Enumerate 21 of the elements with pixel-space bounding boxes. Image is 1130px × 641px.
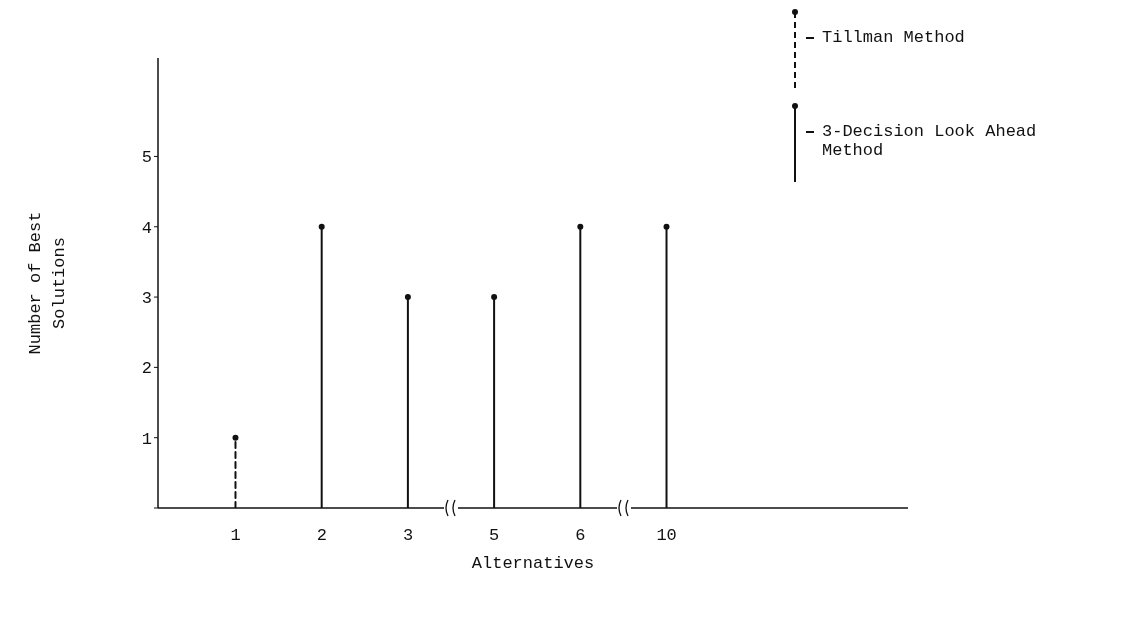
legend-label: 3-Decision Look Ahead Method <box>822 122 1038 160</box>
x-tick-label: 3 <box>402 526 414 546</box>
x-axis-title: Alternatives <box>471 554 595 573</box>
x-tick-label: 1 <box>230 526 241 546</box>
point <box>318 223 325 230</box>
point <box>577 223 584 230</box>
y-axis-title: Number of Best Solutions <box>25 210 70 357</box>
x-tick-label: 10 <box>656 526 677 546</box>
y-tick-label: 3 <box>141 289 152 309</box>
legend-label: Tillman Method <box>822 28 965 47</box>
y-tick-label: 2 <box>141 359 152 379</box>
point <box>491 294 498 301</box>
point <box>404 294 411 301</box>
x-tick-label: 2 <box>316 526 327 546</box>
point <box>232 434 239 441</box>
y-tick-label: 5 <box>141 148 152 168</box>
y-tick-label: 4 <box>141 218 152 238</box>
y-tick-label: 1 <box>141 429 152 449</box>
point <box>663 223 670 230</box>
x-tick-label: 6 <box>575 526 586 546</box>
x-tick-label: 5 <box>489 526 500 546</box>
